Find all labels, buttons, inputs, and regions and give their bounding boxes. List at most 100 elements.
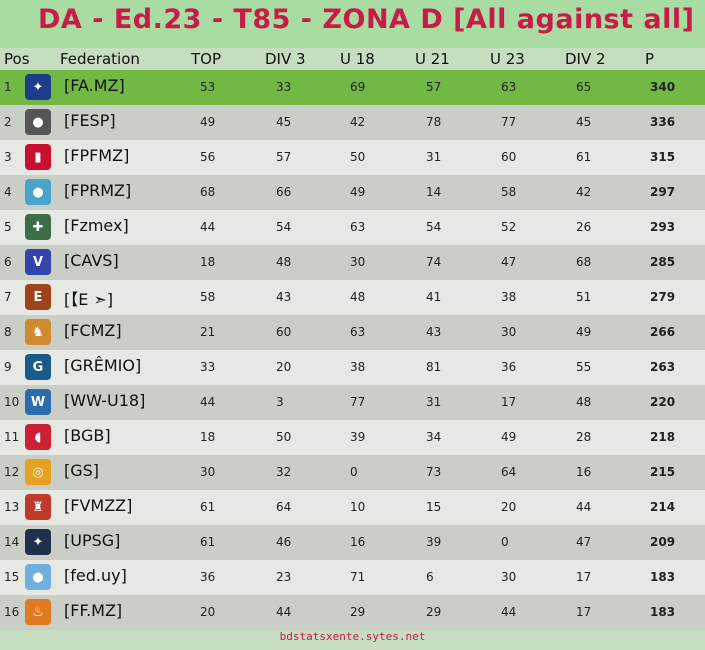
federation-logo-icon: ♜ xyxy=(25,494,51,520)
table-row[interactable]: 5 ✚ [Fzmex] 44 54 63 54 52 26 293 xyxy=(0,210,705,245)
score-u23: 60 xyxy=(501,150,517,164)
federation-name[interactable]: [FPFMZ] xyxy=(64,146,130,165)
federation-logo-icon: ● xyxy=(25,179,51,205)
col-header-top[interactable]: TOP xyxy=(191,50,222,68)
federation-name[interactable]: [UPSG] xyxy=(64,531,121,550)
col-header-u23[interactable]: U 23 xyxy=(490,50,525,68)
position-cell: 11 xyxy=(4,430,20,444)
score-u21: 43 xyxy=(426,325,442,339)
score-u18: 63 xyxy=(350,220,366,234)
col-header-pos[interactable]: Pos xyxy=(4,50,30,68)
federation-name[interactable]: [FESP] xyxy=(64,111,116,130)
score-div2: 26 xyxy=(576,220,592,234)
score-div3: 60 xyxy=(276,325,292,339)
footer-site[interactable]: bdstatsxente.sytes.net xyxy=(279,630,426,643)
table-row[interactable]: 16 ♨ [FF.MZ] 20 44 29 29 44 17 183 xyxy=(0,595,705,630)
score-div3: 32 xyxy=(276,465,292,479)
score-top: 30 xyxy=(200,465,216,479)
score-div2: 17 xyxy=(576,570,592,584)
col-header-div2[interactable]: DIV 2 xyxy=(565,50,606,68)
federation-name[interactable]: [fed.uy] xyxy=(64,566,127,585)
federation-name[interactable]: [【E ➣] xyxy=(64,290,114,309)
score-top: 33 xyxy=(200,360,216,374)
federation-name[interactable]: [FF.MZ] xyxy=(64,601,123,620)
score-top: 61 xyxy=(200,535,216,549)
federation-name[interactable]: [FA.MZ] xyxy=(64,76,125,95)
table-row[interactable]: 11 ◖ [BGB] 18 50 39 34 49 28 218 xyxy=(0,420,705,455)
col-header-u21[interactable]: U 21 xyxy=(415,50,450,68)
score-u21: 81 xyxy=(426,360,442,374)
score-u18: 69 xyxy=(350,80,366,94)
position-cell: 10 xyxy=(4,395,20,409)
score-top: 18 xyxy=(200,430,216,444)
points-total: 263 xyxy=(650,360,676,374)
score-div3: 50 xyxy=(276,430,292,444)
score-top: 20 xyxy=(200,605,216,619)
points-total: 285 xyxy=(650,255,676,269)
table-row[interactable]: 1 ✦ [FA.MZ] 53 33 69 57 63 65 340 xyxy=(0,70,705,105)
score-u23: 36 xyxy=(501,360,517,374)
federation-name[interactable]: [WW-U18] xyxy=(64,391,146,410)
table-row[interactable]: 13 ♜ [FVMZZ] 61 64 10 15 20 44 214 xyxy=(0,490,705,525)
table-row[interactable]: 15 ● [fed.uy] 36 23 71 6 30 17 183 xyxy=(0,560,705,595)
score-u18: 10 xyxy=(350,500,366,514)
score-u18: 49 xyxy=(350,185,366,199)
score-top: 58 xyxy=(200,290,216,304)
position-cell: 13 xyxy=(4,500,20,514)
table-row[interactable]: 14 ✦ [UPSG] 61 46 16 39 0 47 209 xyxy=(0,525,705,560)
table-row[interactable]: 8 ♞ [FCMZ] 21 60 63 43 30 49 266 xyxy=(0,315,705,350)
col-header-federation[interactable]: Federation xyxy=(60,50,140,68)
table-row[interactable]: 3 ▮ [FPFMZ] 56 57 50 31 60 61 315 xyxy=(0,140,705,175)
position-cell: 14 xyxy=(4,535,20,549)
score-div3: 46 xyxy=(276,535,292,549)
score-div3: 54 xyxy=(276,220,292,234)
table-row[interactable]: 2 ● [FESP] 49 45 42 78 77 45 336 xyxy=(0,105,705,140)
points-total: 183 xyxy=(650,605,676,619)
table-row[interactable]: 4 ● [FPRMZ] 68 66 49 14 58 42 297 xyxy=(0,175,705,210)
points-total: 315 xyxy=(650,150,676,164)
table-row[interactable]: 9 G [GRÊMIO] 33 20 38 81 36 55 263 xyxy=(0,350,705,385)
federation-name[interactable]: [CAVS] xyxy=(64,251,119,270)
score-u23: 38 xyxy=(501,290,517,304)
table-row[interactable]: 12 ◎ [GS] 30 32 0 73 64 16 215 xyxy=(0,455,705,490)
score-u23: 77 xyxy=(501,115,517,129)
score-u18: 38 xyxy=(350,360,366,374)
federation-logo-icon: ● xyxy=(25,564,51,590)
score-u18: 71 xyxy=(350,570,366,584)
score-div2: 55 xyxy=(576,360,592,374)
table-row[interactable]: 7 E [【E ➣] 58 43 48 41 38 51 279 xyxy=(0,280,705,315)
federation-name[interactable]: [GS] xyxy=(64,461,100,480)
col-header-u18[interactable]: U 18 xyxy=(340,50,375,68)
score-u23: 49 xyxy=(501,430,517,444)
federation-name[interactable]: [FVMZZ] xyxy=(64,496,133,515)
federation-name[interactable]: [FCMZ] xyxy=(64,321,122,340)
score-u21: 41 xyxy=(426,290,442,304)
federation-name[interactable]: [Fzmex] xyxy=(64,216,129,235)
federation-name[interactable]: [GRÊMIO] xyxy=(64,356,142,375)
score-u18: 50 xyxy=(350,150,366,164)
score-div3: 48 xyxy=(276,255,292,269)
table-row[interactable]: 10 W [WW-U18] 44 3 77 31 17 48 220 xyxy=(0,385,705,420)
score-div2: 61 xyxy=(576,150,592,164)
federation-name[interactable]: [FPRMZ] xyxy=(64,181,132,200)
page-title: DA - Ed.23 - T85 - ZONA D [All against a… xyxy=(38,4,695,35)
score-div2: 44 xyxy=(576,500,592,514)
federation-name[interactable]: [BGB] xyxy=(64,426,111,445)
table-header: Pos Federation TOP DIV 3 U 18 U 21 U 23 … xyxy=(0,48,705,70)
position-cell: 16 xyxy=(4,605,20,619)
federation-logo-icon: ♞ xyxy=(25,319,51,345)
federation-logo-icon: ✚ xyxy=(25,214,51,240)
position-cell: 15 xyxy=(4,570,20,584)
score-u21: 74 xyxy=(426,255,442,269)
score-top: 44 xyxy=(200,395,216,409)
score-u21: 31 xyxy=(426,150,442,164)
col-header-div3[interactable]: DIV 3 xyxy=(265,50,306,68)
score-div3: 57 xyxy=(276,150,292,164)
score-div2: 17 xyxy=(576,605,592,619)
score-div3: 45 xyxy=(276,115,292,129)
score-div2: 68 xyxy=(576,255,592,269)
points-total: 297 xyxy=(650,185,676,199)
table-row[interactable]: 6 V [CAVS] 18 48 30 74 47 68 285 xyxy=(0,245,705,280)
score-u23: 30 xyxy=(501,325,517,339)
col-header-p[interactable]: P xyxy=(645,50,655,68)
